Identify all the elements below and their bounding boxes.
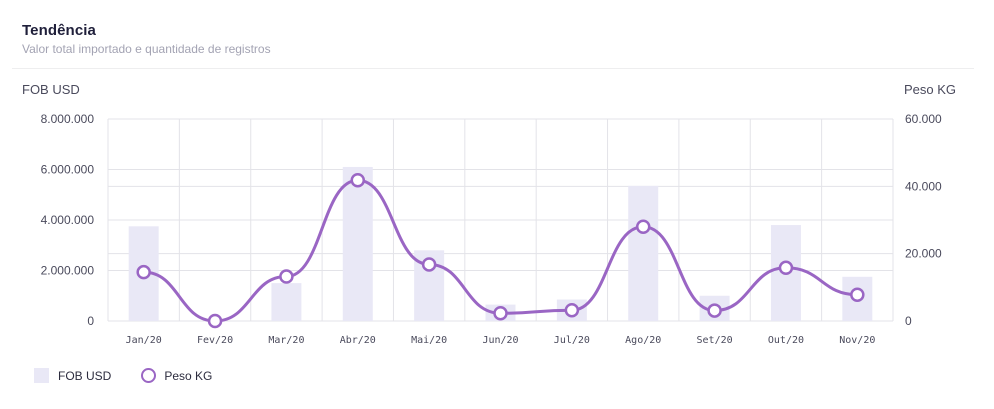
x-tick-label: Fev/20 xyxy=(197,335,233,346)
y-axis-right-title: Peso KG xyxy=(903,82,956,97)
x-tick-label: Mar/20 xyxy=(268,335,304,346)
y-tick-left-label: 4.000.000 xyxy=(41,213,95,227)
y-tick-left-label: 6.000.000 xyxy=(41,163,95,177)
point-peso-kg xyxy=(635,219,651,234)
point-peso-kg xyxy=(421,257,437,272)
y-tick-left-label: 0 xyxy=(87,314,94,328)
y-tick-right-label: 20.000 xyxy=(905,247,942,261)
point-peso-kg xyxy=(564,302,580,318)
legend-bar-swatch xyxy=(34,368,49,383)
y-tick-left-label: 8.000.000 xyxy=(41,112,95,126)
y-tick-right-label: 60.000 xyxy=(905,112,942,126)
x-tick-label: Abr/20 xyxy=(340,335,376,346)
header-divider xyxy=(12,68,974,69)
x-tick-label: Jun/20 xyxy=(482,335,518,346)
x-tick-label: Nov/20 xyxy=(839,335,875,346)
y-tick-right-label: 40.000 xyxy=(905,179,942,193)
chart-legend: FOB USD Peso KG xyxy=(34,368,242,383)
legend-line-swatch xyxy=(141,368,157,383)
bar-fob-usd xyxy=(271,283,302,321)
x-tick-label: Set/20 xyxy=(697,335,733,346)
y-tick-left-label: 2.000.000 xyxy=(41,264,95,278)
legend-item-peso[interactable]: Peso KG xyxy=(141,368,212,383)
x-tick-label: Mai/20 xyxy=(411,335,447,346)
legend-item-fob[interactable]: FOB USD xyxy=(34,368,111,383)
point-peso-kg xyxy=(350,173,366,188)
x-tick-label: Out/20 xyxy=(768,335,804,346)
point-peso-kg xyxy=(707,303,722,318)
point-peso-kg xyxy=(207,313,223,329)
bar-fob-usd xyxy=(628,185,659,321)
point-peso-kg xyxy=(850,287,865,302)
chart-title: Tendência xyxy=(22,22,96,39)
y-tick-right-label: 0 xyxy=(905,314,912,328)
x-tick-label: Ago/20 xyxy=(625,335,661,346)
legend-label-fob: FOB USD xyxy=(58,368,112,383)
point-peso-kg xyxy=(136,264,151,280)
bar-fob-usd xyxy=(342,166,373,321)
y-axis-left-title: FOB USD xyxy=(22,82,80,97)
point-peso-kg xyxy=(279,269,294,284)
chart-subtitle: Valor total importado e quantidade de re… xyxy=(22,42,271,56)
chart-header: Tendência Valor total importado e quanti… xyxy=(22,22,271,56)
point-peso-kg xyxy=(493,306,508,321)
x-tick-label: Jul/20 xyxy=(554,335,590,346)
point-peso-kg xyxy=(778,260,794,276)
legend-label-peso: Peso KG xyxy=(164,368,213,383)
x-tick-label: Jan/20 xyxy=(126,335,162,346)
